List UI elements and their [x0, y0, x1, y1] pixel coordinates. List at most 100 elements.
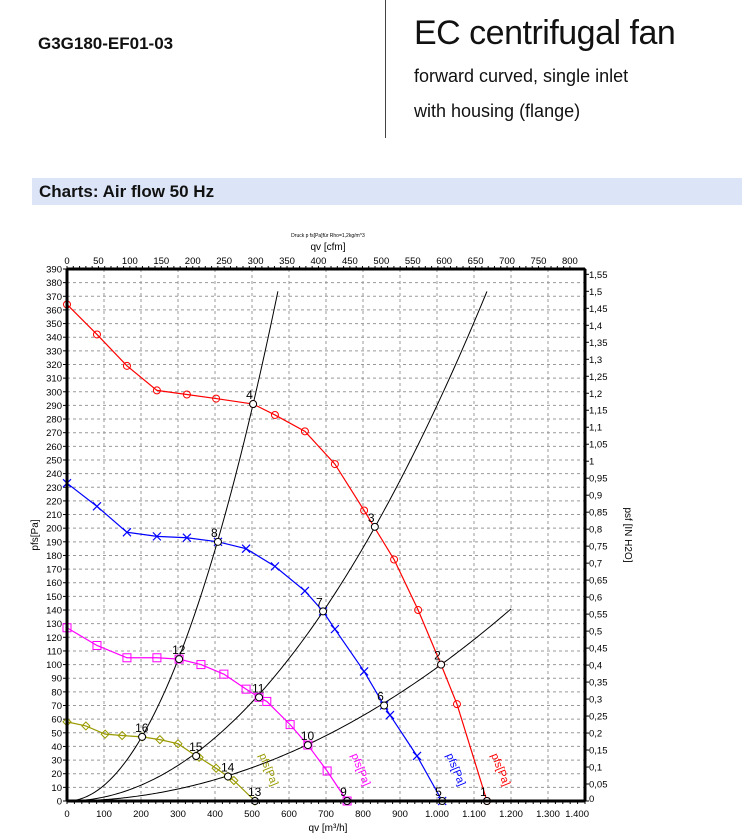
- x2-tick-label: 550: [405, 256, 421, 267]
- x-tick-label: 300: [170, 809, 186, 820]
- y-tick-label: 310: [46, 374, 62, 385]
- y-tick-label: 100: [46, 660, 62, 671]
- series-label: pfs[Pa]: [488, 752, 512, 788]
- x2-tick-label: 400: [311, 256, 327, 267]
- y-tick-label: 300: [46, 387, 62, 398]
- data-point: [390, 555, 399, 564]
- operating-point-label: 4: [246, 388, 253, 402]
- y-tick-label: 150: [46, 592, 62, 603]
- data-point: [212, 394, 221, 403]
- y2-tick-label: 1,15: [589, 406, 608, 417]
- operating-point: [249, 400, 258, 409]
- x2-tick-label: 650: [468, 256, 484, 267]
- operating-point-label: 11: [252, 681, 265, 695]
- y-tick-label: 230: [46, 483, 62, 494]
- y2-tick-label: 0,1: [589, 763, 602, 774]
- data-point: [241, 544, 251, 554]
- data-point: [196, 660, 206, 670]
- series-label: pfs[Pa]: [256, 752, 280, 788]
- operating-point: [380, 701, 389, 710]
- system-curve-2: [72, 291, 488, 802]
- y-tick-label: 260: [46, 442, 62, 453]
- y-tick-label: 270: [46, 428, 62, 439]
- operating-point: [138, 732, 147, 741]
- y-tick-label: 220: [46, 496, 62, 507]
- x-tick-label: 1.400: [565, 809, 589, 820]
- y2-tick-label: 0,95: [589, 474, 608, 485]
- y-tick-label: 380: [46, 278, 62, 289]
- operating-point: [255, 693, 264, 702]
- data-point: [155, 734, 165, 745]
- x-tick-label: 1.000: [425, 809, 449, 820]
- x2-tick-label: 500: [373, 256, 389, 267]
- x2-tick-label: 750: [531, 256, 547, 267]
- data-point: [330, 460, 339, 469]
- x2-tick-label: 450: [342, 256, 358, 267]
- data-point: [92, 501, 102, 511]
- x-tick-label: 900: [392, 809, 408, 820]
- product-subtitle-1: forward curved, single inlet: [414, 66, 629, 86]
- y-tick-label: 120: [46, 633, 62, 644]
- data-point: [322, 766, 332, 776]
- y2-tick-label: 0,5: [589, 627, 602, 638]
- x-tick-label: 1.100: [462, 809, 486, 820]
- data-point: [360, 506, 369, 515]
- operating-point-label: 12: [172, 643, 186, 657]
- y-tick-label: 180: [46, 551, 62, 562]
- data-point: [92, 330, 101, 339]
- y-tick-label: 240: [46, 469, 62, 480]
- x-tick-label: 100: [96, 809, 112, 820]
- y2-tick-label: 0,35: [589, 678, 608, 689]
- data-point: [152, 653, 162, 663]
- y2-tick-label: 0,25: [589, 712, 608, 723]
- y-tick-label: 140: [46, 606, 62, 617]
- x2-tick-label: 600: [436, 256, 452, 267]
- y-tick-label: 160: [46, 578, 62, 589]
- x2-tick-label: 50: [93, 256, 104, 267]
- data-point: [152, 531, 162, 541]
- operating-point-label: 14: [221, 760, 235, 774]
- y-tick-label: 350: [46, 319, 62, 330]
- operating-point: [213, 537, 222, 546]
- y2-tick-label: 0,7: [589, 559, 602, 570]
- y-tick-label: 70: [51, 701, 62, 712]
- y-tick-label: 110: [47, 646, 62, 657]
- x2-tick-label: 200: [185, 256, 201, 267]
- data-point: [219, 669, 229, 679]
- data-point: [229, 775, 239, 786]
- data-point: [330, 624, 340, 634]
- y2-axis-label: psf [IN H2O]: [622, 507, 633, 562]
- y2-tick-label: 0,45: [589, 644, 608, 655]
- data-point: [122, 527, 132, 537]
- x2-tick-label: 100: [122, 256, 138, 267]
- y2-tick-label: 1,4: [589, 321, 602, 332]
- y2-tick-label: 1,55: [589, 270, 608, 281]
- data-point: [452, 700, 461, 709]
- product-title: EC centrifugal fan: [414, 14, 676, 52]
- y-tick-label: 200: [46, 524, 62, 535]
- data-point: [81, 721, 91, 731]
- operating-point: [370, 522, 379, 531]
- x-tick-label: 800: [355, 809, 371, 820]
- operating-point-label: 5: [435, 785, 442, 799]
- x-tick-label: 400: [207, 809, 223, 820]
- operating-point-label: 13: [248, 785, 262, 799]
- y2-tick-label: 1,25: [589, 372, 608, 383]
- y2-tick-label: 0,9: [589, 491, 602, 502]
- series-line-1: [66, 304, 488, 802]
- data-point: [414, 606, 423, 615]
- operating-point-label: 2: [434, 649, 441, 663]
- data-point: [182, 533, 192, 543]
- data-point: [270, 410, 279, 419]
- y-tick-label: 280: [46, 415, 62, 426]
- data-point: [122, 361, 131, 370]
- data-point: [182, 390, 191, 399]
- data-point: [92, 640, 102, 650]
- x2-tick-label: 250: [216, 256, 232, 267]
- y2-tick-label: 0,85: [589, 508, 608, 519]
- y-tick-label: 90: [51, 674, 62, 685]
- y2-tick-label: 1,45: [589, 304, 608, 315]
- data-point: [100, 729, 110, 739]
- operating-point-label: 8: [211, 526, 218, 540]
- data-point: [122, 653, 132, 663]
